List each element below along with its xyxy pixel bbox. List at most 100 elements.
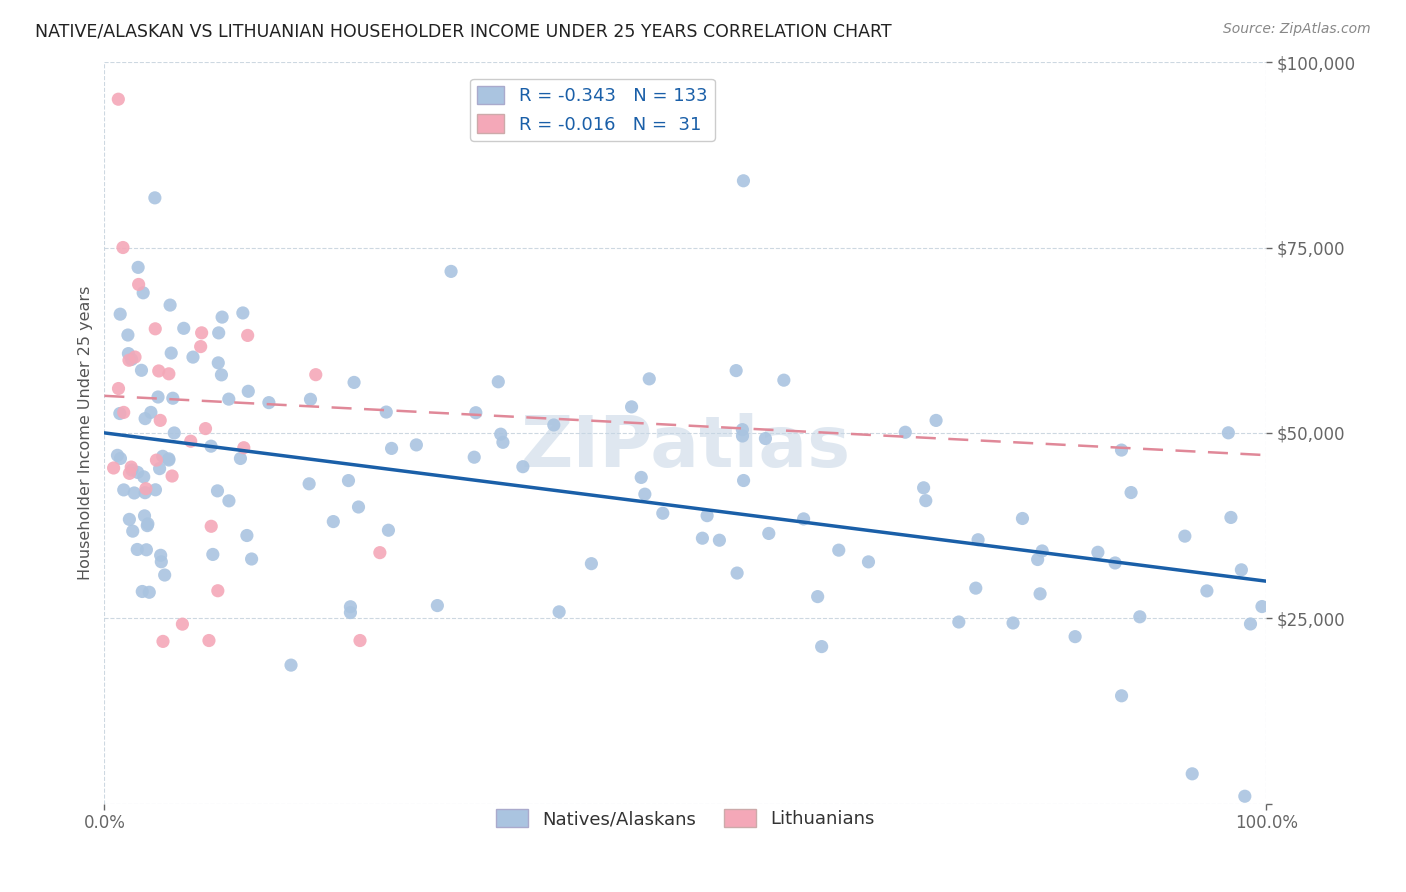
Point	[112, 483, 135, 497]
Point	[127, 260, 149, 275]
Point	[731, 429, 754, 443]
Point	[145, 453, 167, 467]
Point	[194, 421, 217, 435]
Point	[405, 438, 427, 452]
Point	[581, 114, 603, 128]
Point	[692, 531, 714, 545]
Point	[305, 368, 328, 382]
Point	[163, 425, 186, 440]
Point	[343, 376, 366, 390]
Point	[337, 474, 360, 488]
Point	[948, 615, 970, 629]
Point	[807, 590, 830, 604]
Point	[162, 391, 184, 405]
Point	[1233, 789, 1256, 804]
Point	[1064, 630, 1087, 644]
Point	[139, 405, 162, 419]
Point	[127, 542, 149, 557]
Point	[375, 405, 398, 419]
Point	[1218, 425, 1240, 440]
Point	[127, 466, 149, 480]
Point	[858, 555, 880, 569]
Point	[229, 451, 252, 466]
Point	[236, 528, 259, 542]
Point	[238, 384, 260, 399]
Point	[207, 356, 229, 370]
Point	[709, 533, 731, 548]
Point	[232, 441, 254, 455]
Point	[1029, 587, 1052, 601]
Point	[773, 373, 796, 387]
Point	[208, 326, 231, 340]
Point	[131, 363, 153, 377]
Point	[136, 518, 159, 533]
Point	[160, 346, 183, 360]
Point	[108, 407, 131, 421]
Point	[128, 277, 150, 292]
Point	[280, 658, 302, 673]
Text: NATIVE/ALASKAN VS LITHUANIAN HOUSEHOLDER INCOME UNDER 25 YEARS CORRELATION CHART: NATIVE/ALASKAN VS LITHUANIAN HOUSEHOLDER…	[35, 22, 891, 40]
Point	[124, 350, 146, 364]
Point	[157, 367, 180, 381]
Point	[143, 191, 166, 205]
Point	[157, 451, 180, 466]
Point	[1087, 545, 1109, 559]
Point	[914, 493, 936, 508]
Point	[486, 375, 509, 389]
Y-axis label: Householder Income Under 25 years: Householder Income Under 25 years	[79, 285, 93, 580]
Point	[121, 463, 143, 477]
Point	[190, 340, 212, 354]
Point	[1251, 599, 1274, 614]
Point	[138, 585, 160, 599]
Point	[1195, 583, 1218, 598]
Point	[368, 546, 391, 560]
Point	[925, 413, 948, 427]
Point	[118, 467, 141, 481]
Point	[828, 543, 851, 558]
Point	[149, 413, 172, 427]
Point	[638, 372, 661, 386]
Point	[236, 328, 259, 343]
Point	[489, 427, 512, 442]
Point	[134, 485, 156, 500]
Point	[200, 519, 222, 533]
Point	[103, 461, 125, 475]
Point	[634, 487, 657, 501]
Point	[107, 92, 129, 106]
Point	[257, 395, 280, 409]
Point	[117, 328, 139, 343]
Point	[377, 523, 399, 537]
Point	[207, 583, 229, 598]
Point	[112, 405, 135, 419]
Point	[894, 425, 917, 440]
Point	[651, 506, 673, 520]
Point	[581, 557, 603, 571]
Point	[121, 524, 143, 538]
Point	[810, 640, 832, 654]
Point	[620, 400, 643, 414]
Point	[793, 512, 815, 526]
Point	[1181, 767, 1204, 781]
Legend: Natives/Alaskans, Lithuanians: Natives/Alaskans, Lithuanians	[488, 802, 882, 836]
Point	[1230, 563, 1253, 577]
Point	[754, 432, 776, 446]
Point	[1002, 615, 1025, 630]
Point	[696, 508, 718, 523]
Point	[1219, 510, 1241, 524]
Point	[339, 599, 361, 614]
Point	[322, 515, 344, 529]
Point	[1239, 617, 1261, 632]
Point	[1031, 544, 1053, 558]
Point	[152, 450, 174, 464]
Point	[1026, 552, 1049, 566]
Point	[107, 448, 129, 462]
Point	[131, 584, 153, 599]
Text: Source: ZipAtlas.com: Source: ZipAtlas.com	[1223, 22, 1371, 37]
Point	[145, 483, 167, 497]
Point	[201, 548, 224, 562]
Point	[1174, 529, 1197, 543]
Point	[1104, 556, 1126, 570]
Point	[299, 392, 322, 407]
Point	[758, 526, 780, 541]
Point	[349, 633, 371, 648]
